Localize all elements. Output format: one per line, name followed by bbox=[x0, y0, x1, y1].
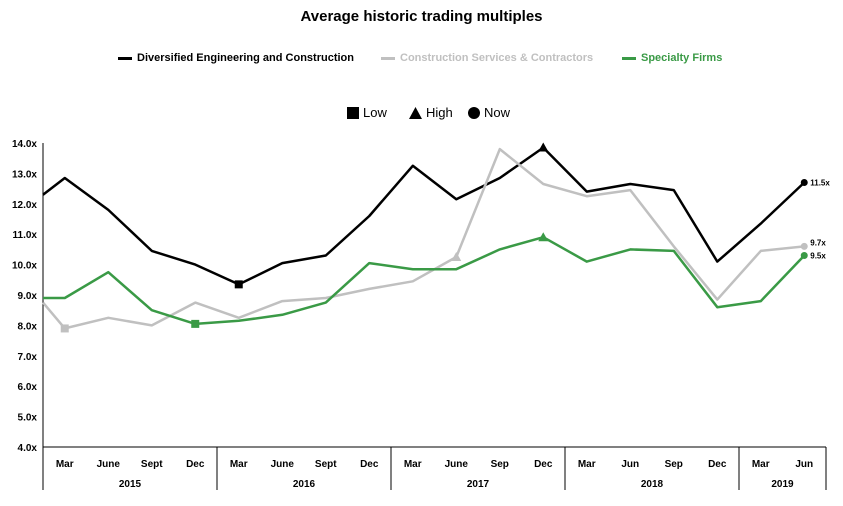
x-tick-label: Mar bbox=[752, 459, 770, 470]
series-line bbox=[42, 146, 806, 286]
high-marker bbox=[538, 232, 549, 242]
legend-swatch-construction-services bbox=[381, 56, 395, 60]
x-tick-label: Jun bbox=[621, 459, 639, 470]
x-tick-label: Mar bbox=[404, 459, 422, 470]
x-tick-label: Dec bbox=[708, 459, 727, 470]
high-marker bbox=[451, 252, 462, 261]
y-tick-label: 6.0x bbox=[18, 382, 38, 393]
x-tick-label: Sep bbox=[491, 459, 509, 470]
y-tick-label: 9.0x bbox=[18, 291, 38, 302]
marker-legend-low: Low bbox=[347, 105, 387, 120]
low-marker bbox=[60, 324, 69, 333]
x-tick-label: Mar bbox=[56, 459, 74, 470]
high-marker bbox=[538, 142, 549, 152]
now-marker bbox=[800, 251, 808, 259]
year-label: 2015 bbox=[119, 479, 142, 490]
marker-legend-low-label: Low bbox=[363, 105, 387, 120]
legend-item-diversified: Diversified Engineering and Construction bbox=[118, 52, 354, 64]
y-tick-label: 7.0x bbox=[18, 352, 38, 363]
x-tick-label: June bbox=[97, 459, 121, 470]
now-value-label: 11.5x bbox=[810, 179, 830, 188]
year-label: 2016 bbox=[293, 479, 316, 490]
y-tick-label: 4.0x bbox=[18, 443, 38, 454]
low-marker bbox=[191, 319, 200, 328]
legend-label-specialty-firms: Specialty Firms bbox=[641, 52, 723, 64]
legend-swatch-specialty-firms bbox=[622, 56, 636, 60]
series-line bbox=[42, 147, 805, 330]
y-tick-label: 8.0x bbox=[18, 321, 38, 332]
now-value-label: 9.5x bbox=[810, 251, 826, 260]
square-icon bbox=[347, 106, 359, 119]
x-tick-label: Dec bbox=[360, 459, 379, 470]
now-value-label: 9.7x bbox=[810, 238, 826, 247]
x-tick-label: Sep bbox=[665, 459, 683, 470]
now-marker bbox=[800, 179, 808, 187]
marker-legend-high: High bbox=[409, 105, 453, 120]
x-tick-label: Dec bbox=[534, 459, 553, 470]
chart-title: Average historic trading multiples bbox=[300, 8, 543, 25]
triangle-icon bbox=[409, 106, 422, 119]
marker-legend-now: Now bbox=[468, 105, 510, 120]
legend-label-diversified: Diversified Engineering and Construction bbox=[137, 52, 354, 64]
low-marker bbox=[234, 280, 243, 289]
y-tick-label: 10.0x bbox=[12, 261, 37, 272]
x-tick-label: June bbox=[271, 459, 295, 470]
x-tick-label: Sept bbox=[141, 459, 163, 470]
year-label: 2019 bbox=[771, 479, 794, 490]
x-tick-label: June bbox=[445, 459, 469, 470]
x-tick-label: Dec bbox=[186, 459, 205, 470]
x-tick-label: Mar bbox=[578, 459, 596, 470]
legend-swatch-diversified bbox=[118, 56, 132, 60]
series-line bbox=[43, 235, 806, 326]
circle-icon bbox=[468, 106, 480, 119]
legend-label-construction-services: Construction Services & Contractors bbox=[400, 52, 594, 64]
y-tick-label: 14.0x bbox=[12, 139, 37, 150]
y-tick-label: 12.0x bbox=[12, 200, 37, 211]
x-tick-label: Sept bbox=[315, 459, 337, 470]
y-tick-label: 11.0x bbox=[13, 230, 38, 241]
x-tick-label: Jun bbox=[795, 459, 813, 470]
y-tick-label: 13.0x bbox=[12, 169, 37, 180]
marker-legend-high-label: High bbox=[426, 105, 453, 120]
legend-item-specialty-firms: Specialty Firms bbox=[622, 52, 722, 64]
year-label: 2018 bbox=[641, 479, 664, 490]
y-tick-label: 5.0x bbox=[18, 413, 38, 424]
legend-item-construction-services: Construction Services & Contractors bbox=[381, 52, 593, 64]
year-label: 2017 bbox=[467, 479, 490, 490]
x-tick-label: Mar bbox=[230, 459, 248, 470]
marker-legend: Low High Now bbox=[0, 105, 843, 123]
series-legend: Diversified Engineering and Construction… bbox=[0, 52, 843, 68]
now-marker bbox=[800, 242, 808, 250]
marker-legend-now-label: Now bbox=[484, 105, 511, 120]
